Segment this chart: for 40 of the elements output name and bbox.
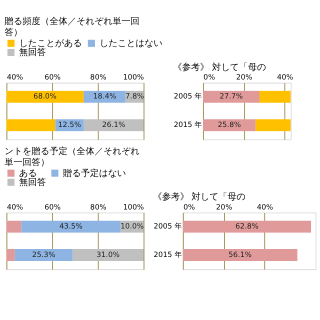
y-tick-label: 2015 年 [154, 250, 182, 259]
x-tick-label: 80% [90, 72, 106, 82]
legend-label: 無回答 [19, 47, 46, 58]
data-label: 43.5% [59, 221, 83, 230]
chart-title: 贈る頻度（全体／それぞれ単一回答） [4, 16, 140, 38]
data-label: 27.7% [220, 92, 243, 101]
legend-label: したことはない [100, 39, 163, 50]
x-tick-label: 40% [276, 72, 294, 82]
chart-title: 《参考》 対して「母の [152, 192, 246, 203]
x-tick-label: 40% [6, 72, 24, 82]
data-label: 68.0% [33, 92, 57, 101]
x-tick-label: 0% [203, 72, 216, 82]
chart-title: 《参考》 対して「母の [172, 62, 266, 73]
x-tick-label: 20% [236, 72, 252, 82]
data-label: 62.8% [235, 221, 259, 230]
data-label: 56.1% [228, 250, 252, 259]
data-label: 26.1% [102, 120, 126, 129]
x-tick-label: 100% [123, 72, 144, 82]
x-tick-label: 100% [123, 202, 144, 212]
x-tick-label: 40% [256, 202, 274, 212]
y-tick-label: 2005 年 [154, 221, 182, 230]
legend-label: 無回答 [19, 177, 46, 188]
x-tick-label: 0% [183, 202, 195, 212]
data-label: 10.0% [120, 221, 144, 230]
y-tick-label: 2015 年 [174, 120, 202, 129]
data-label: 31.0% [96, 250, 120, 259]
x-tick-label: 80% [90, 202, 106, 212]
data-label: 7.8% [125, 92, 144, 101]
x-tick-label: 60% [44, 72, 61, 82]
data-label: 18.4% [93, 92, 116, 101]
x-tick-label: 40% [6, 202, 24, 212]
data-label: 12.5% [58, 120, 82, 129]
chart-title: ントを贈る予定（全体／それぞれ単一回答） [4, 146, 140, 168]
x-tick-label: 20% [216, 202, 232, 212]
data-label: 25.8% [218, 120, 241, 129]
x-tick-label: 60% [44, 202, 61, 212]
legend-label: ある [19, 168, 38, 179]
legend-label: 贈る予定はない [63, 168, 126, 179]
data-label: 25.3% [32, 250, 56, 259]
y-tick-label: 2005 年 [174, 92, 202, 101]
